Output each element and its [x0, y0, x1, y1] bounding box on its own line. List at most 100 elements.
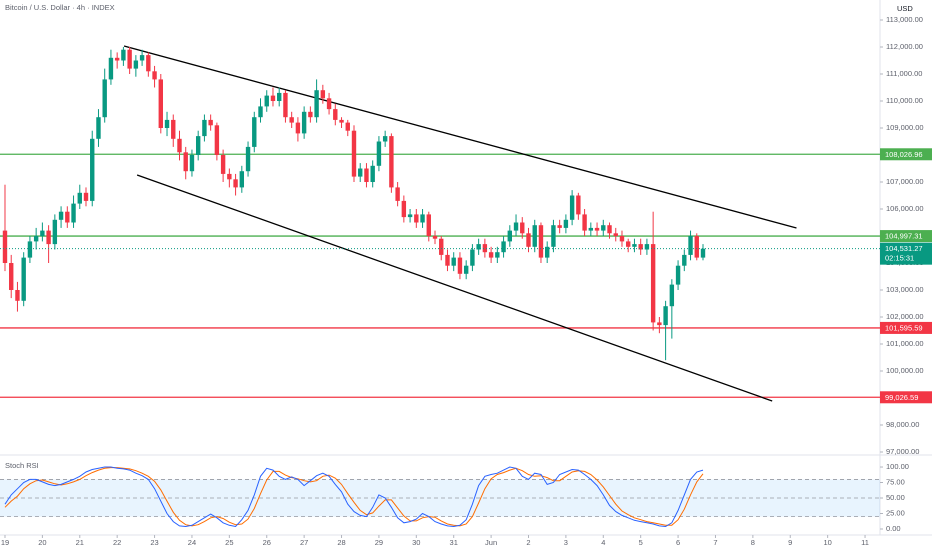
x-tick-label: 6 [676, 538, 680, 547]
stoch-y-tick-label: 100.00 [886, 462, 909, 471]
candle-body [532, 225, 537, 247]
candle-body [27, 241, 33, 258]
candle-body [46, 230, 51, 245]
candle-body [90, 138, 95, 201]
candle-body [526, 233, 531, 247]
candle-body [301, 111, 307, 134]
candle-body [376, 141, 382, 166]
candle-body [364, 168, 369, 183]
current-price-box [880, 242, 932, 265]
y-tick-label: 97,000.00 [886, 447, 919, 456]
candle-body [420, 214, 425, 223]
candle-body [320, 90, 326, 99]
candle-body [576, 195, 581, 215]
y-tick-label: 111,000.00 [886, 69, 922, 78]
candle-body [445, 254, 450, 266]
candle-body [451, 257, 456, 266]
candle-body [146, 55, 151, 72]
candle-body [407, 214, 413, 218]
candle-body [638, 244, 643, 250]
candle-body [121, 49, 126, 61]
level-label-box [880, 321, 932, 334]
countdown-label: 02:15:31 [885, 254, 914, 263]
candle-body [563, 219, 569, 228]
candle-body [439, 238, 444, 255]
current-price-label: 104,531.27 [885, 244, 923, 253]
y-tick-label: 100,000.00 [886, 366, 924, 375]
candle-body [657, 322, 662, 326]
candle-body [632, 244, 637, 247]
candle-body [15, 290, 20, 301]
candle-body [171, 119, 176, 139]
level-label: 99,026.59 [885, 393, 918, 402]
candle-body [382, 136, 388, 142]
candle-body [551, 225, 556, 247]
candle-body [326, 98, 332, 110]
candle-body [607, 225, 612, 234]
x-tick-label: 2 [526, 538, 530, 547]
candle-body [582, 214, 587, 231]
candle-body [227, 173, 232, 180]
candle-body [114, 57, 120, 61]
candle-body [495, 252, 500, 258]
candle-body [401, 200, 407, 218]
candle-body [295, 122, 301, 134]
candle-body [33, 236, 39, 242]
x-tick-label: 27 [300, 538, 308, 547]
candle-body [414, 214, 419, 223]
candle-body [239, 171, 245, 188]
x-tick-label: 10 [823, 538, 831, 547]
level-label: 108,026.96 [885, 150, 923, 159]
candle-body [682, 254, 687, 266]
stoch-y-tick-label: 50.00 [886, 493, 905, 502]
x-tick-label: 22 [113, 538, 121, 547]
candle-body [345, 122, 350, 131]
candle-body [520, 222, 525, 234]
x-tick-label: 4 [601, 538, 605, 547]
candle-body [133, 60, 139, 69]
candle-body [270, 95, 276, 102]
currency-label[interactable]: USD [897, 4, 913, 13]
candle-body [457, 257, 463, 274]
candle-body [195, 136, 201, 156]
candle-body [688, 236, 693, 255]
level-label-box [880, 148, 932, 161]
candle-body [557, 225, 562, 228]
x-tick-label: 24 [188, 538, 196, 547]
candle-body [513, 222, 519, 231]
candle-body [164, 119, 170, 129]
chart-title: Bitcoin / U.S. Dollar · 4h · INDEX [5, 3, 115, 12]
x-tick-label: 31 [450, 538, 458, 547]
x-tick-label: 21 [76, 538, 84, 547]
trendline [123, 45, 797, 229]
candle-body [501, 241, 506, 253]
candle-body [289, 117, 294, 123]
x-tick-label: 28 [337, 538, 345, 547]
stoch-y-tick-label: 25.00 [886, 508, 905, 517]
candle-body [189, 155, 195, 172]
stoch-y-tick-label: 0.00 [886, 524, 901, 533]
candle-body [389, 136, 394, 188]
candle-body [277, 92, 282, 102]
candle-body [588, 227, 594, 231]
y-tick-label: 102,000.00 [886, 312, 924, 321]
stoch-y-tick-label: 75.00 [886, 477, 905, 486]
candle-body [544, 246, 550, 258]
stoch-k-line [4, 466, 704, 528]
candle-body [245, 146, 251, 172]
x-tick-label: 19 [1, 538, 9, 547]
candle-body [470, 249, 475, 266]
candle-body [108, 57, 114, 80]
candle-body [482, 244, 488, 253]
candle-body [252, 117, 257, 147]
x-tick-label: 7 [713, 538, 717, 547]
trendline [136, 174, 773, 402]
candle-body [476, 244, 481, 250]
x-tick-label: 20 [38, 538, 46, 547]
candle-body [214, 125, 220, 156]
candle-body [127, 49, 132, 69]
candle-body [158, 79, 163, 129]
y-tick-label: 107,000.00 [886, 177, 924, 186]
candle-body [102, 79, 107, 118]
candle-body [233, 179, 238, 188]
